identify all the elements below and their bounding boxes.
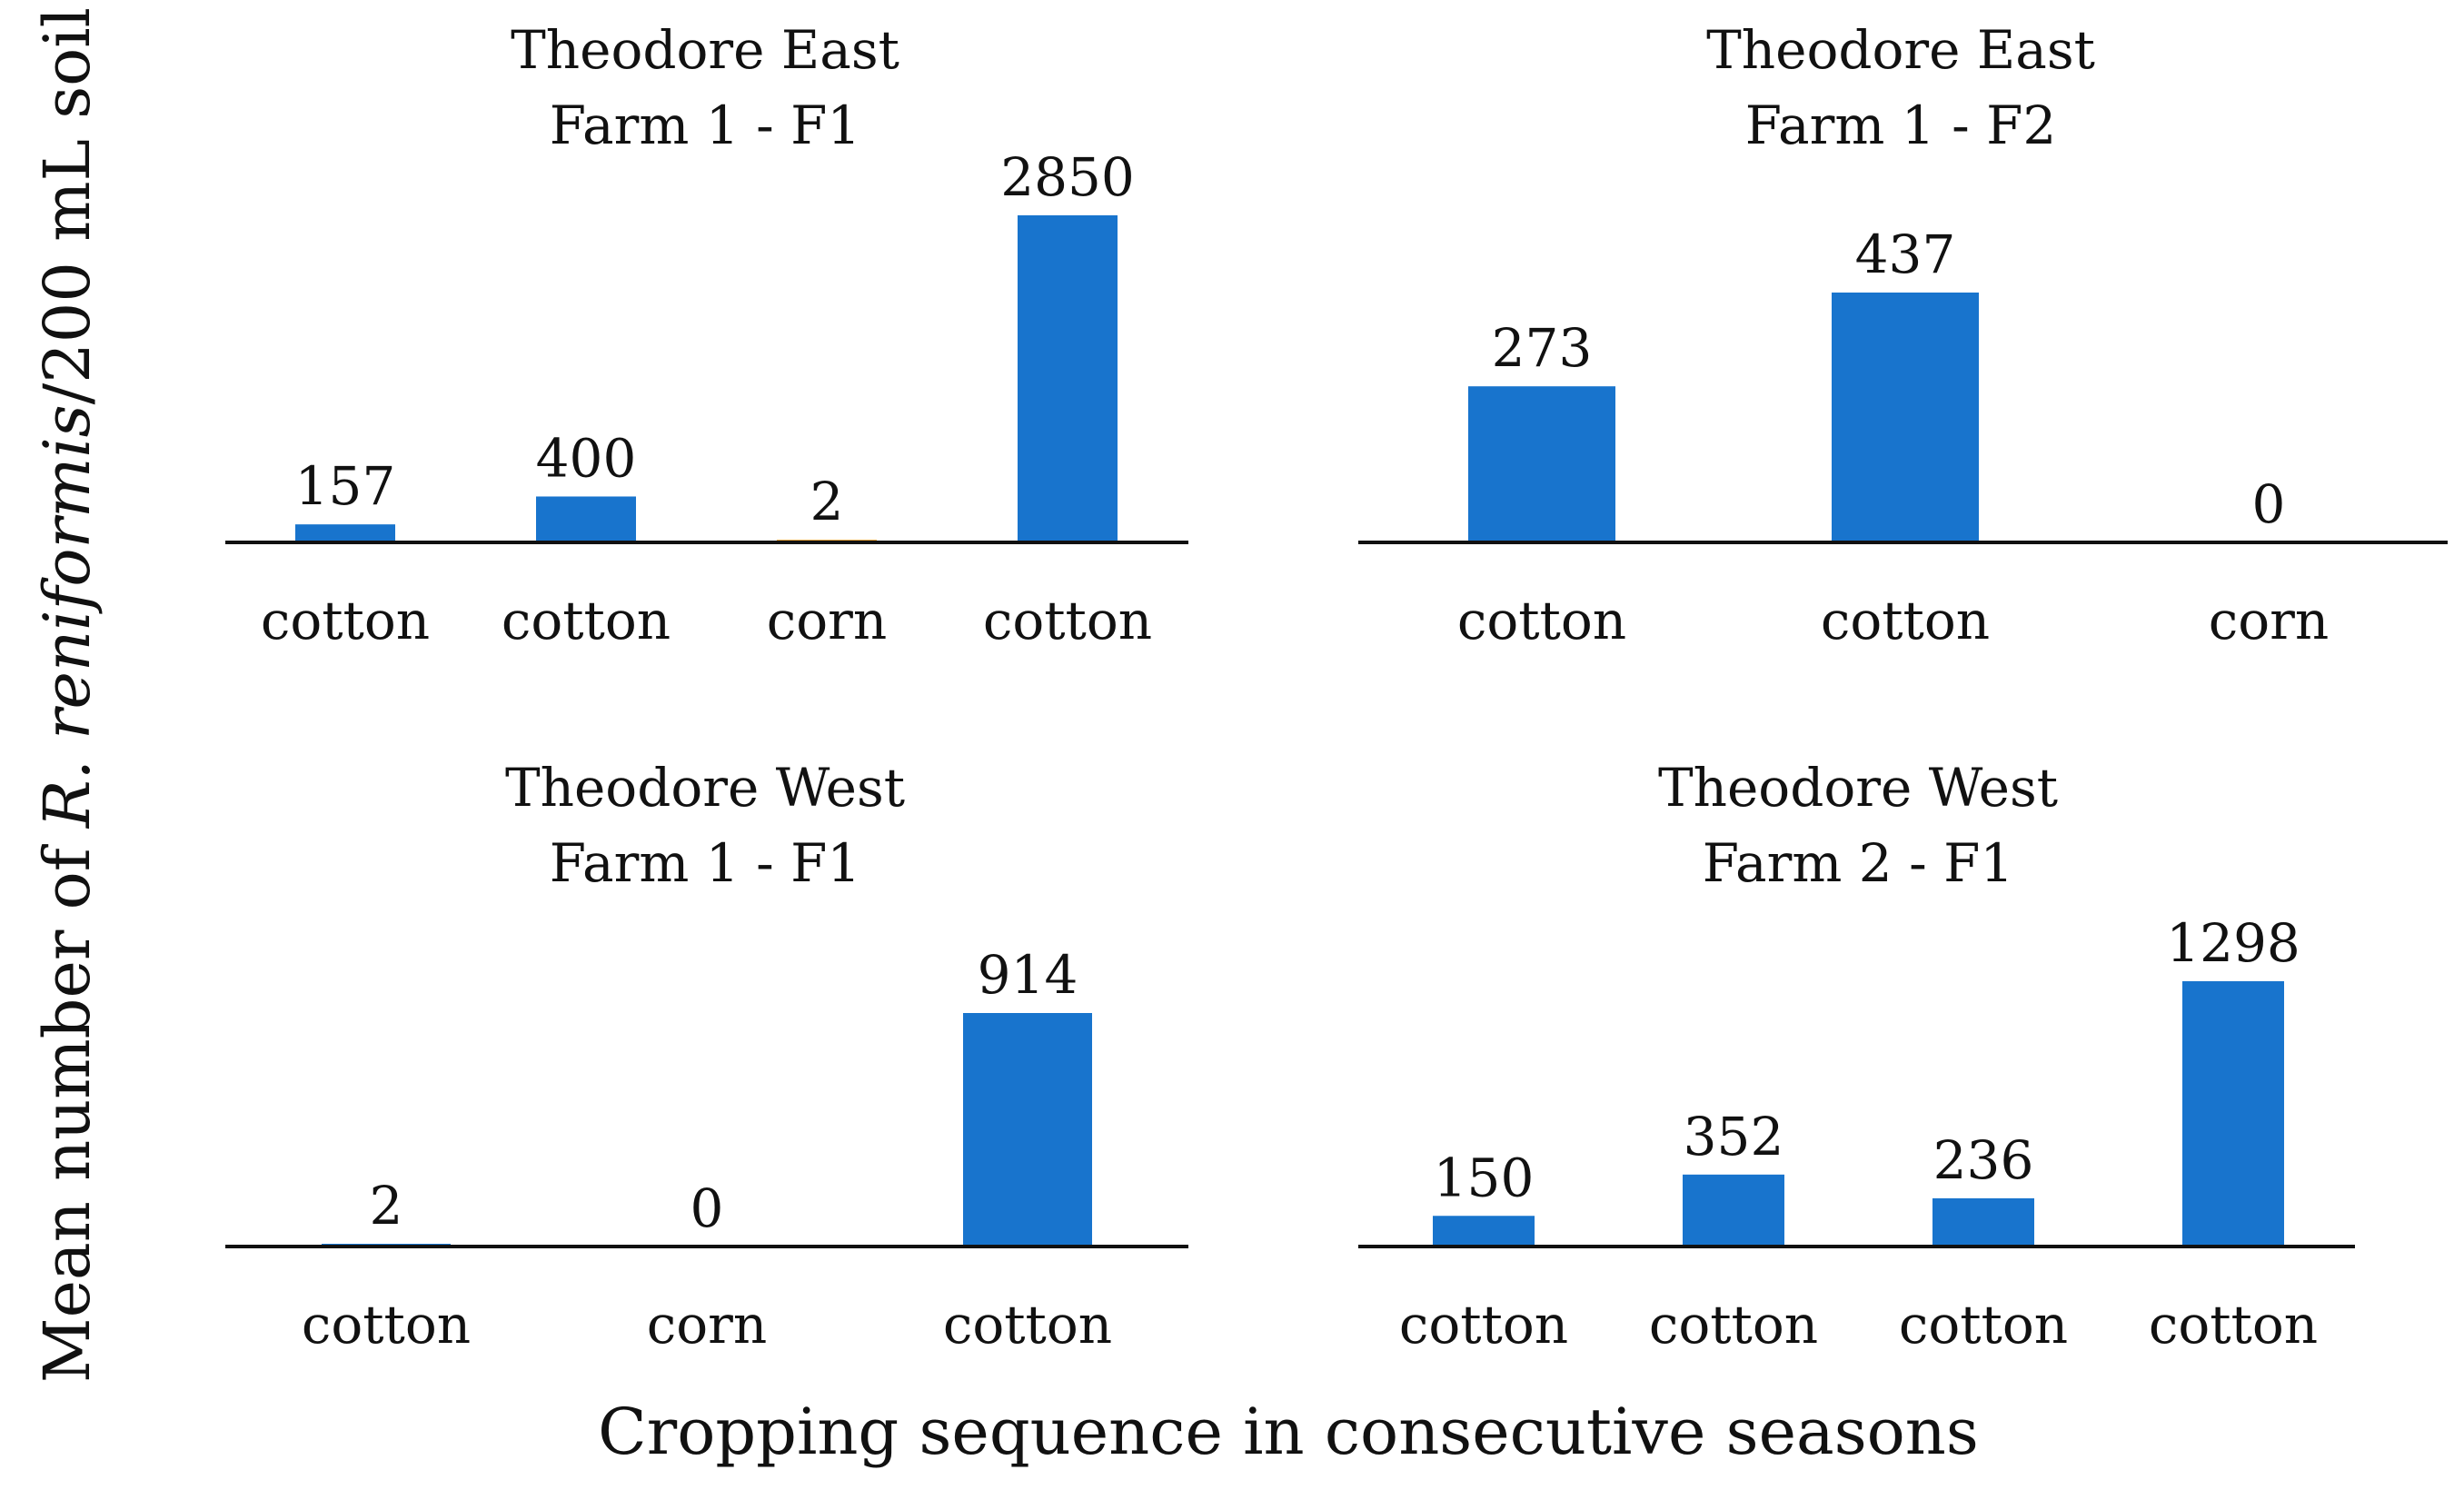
bar	[1832, 293, 1979, 542]
x-tick-label: cotton	[943, 1294, 1112, 1356]
y-axis-label: Mean number of R. reniformis/200 mL soil	[30, 7, 104, 1383]
chart-title-line2: Farm 1 - F1	[550, 832, 861, 894]
x-tick-label: cotton	[1649, 1294, 1818, 1356]
x-tick-label: cotton	[1821, 590, 1990, 651]
bar	[2182, 981, 2284, 1247]
bar	[1683, 1174, 1784, 1247]
x-tick-label: cotton	[502, 590, 671, 651]
data-label: 150	[1434, 1147, 1535, 1208]
x-tick-label: cotton	[1457, 590, 1626, 651]
data-label: 2850	[1000, 146, 1135, 208]
x-tick-label: corn	[647, 1294, 767, 1356]
chart-panels: Theodore East Farm 1 - F1 157 cotton 400 cott…	[225, 19, 2448, 1356]
bar	[536, 496, 636, 542]
bar	[295, 524, 395, 542]
data-label: 0	[691, 1177, 724, 1239]
x-tick-label: cotton	[261, 590, 430, 651]
chart-title-line2: Farm 1 - F2	[1745, 94, 2057, 156]
chart-title-line2: Farm 2 - F1	[1703, 832, 2014, 894]
chart-title-line1: Theodore East	[1706, 19, 2095, 81]
bar	[1932, 1197, 2034, 1247]
chart-panel: Theodore West Farm 2 - F1 150 cotton 352 cott…	[1358, 757, 2355, 1356]
x-tick-label: corn	[767, 590, 887, 651]
chart-title-line1: Theodore East	[511, 19, 899, 81]
chart-panel: Theodore East Farm 1 - F2 273 cotton 437 cott…	[1358, 19, 2448, 651]
bar	[1018, 215, 1118, 542]
data-label: 914	[978, 944, 1078, 1006]
x-tick-label: cotton	[302, 1294, 471, 1356]
x-axis-label: Cropping sequence in consecutive seasons	[598, 1395, 1979, 1469]
y-axis-label-suffix: /200 mL soil	[30, 7, 104, 404]
y-axis-label-species: R. reniformis	[30, 404, 104, 829]
x-tick-label: cotton	[1899, 1294, 2068, 1356]
data-label: 2	[370, 1175, 403, 1237]
chart-title-line1: Theodore West	[505, 757, 905, 819]
chart-title-line2: Farm 1 - F1	[550, 94, 861, 156]
data-label: 157	[295, 455, 396, 517]
data-label: 400	[536, 427, 637, 489]
data-label: 2	[810, 471, 844, 532]
bar	[1468, 386, 1615, 542]
x-tick-label: cotton	[983, 590, 1152, 651]
bar	[1433, 1216, 1535, 1247]
x-tick-label: cotton	[2149, 1294, 2318, 1356]
x-tick-label: corn	[2209, 590, 2329, 651]
data-label: 273	[1492, 317, 1593, 379]
data-label: 236	[1933, 1129, 2034, 1191]
x-tick-label: cotton	[1399, 1294, 1568, 1356]
chart-title-line1: Theodore West	[1658, 757, 2058, 819]
chart-panel: Theodore East Farm 1 - F1 157 cotton 400 cott…	[225, 19, 1188, 651]
y-axis-label-prefix: Mean number of	[30, 828, 104, 1383]
data-label: 437	[1855, 224, 1956, 285]
data-label: 352	[1684, 1106, 1784, 1167]
bar	[963, 1013, 1092, 1247]
chart-panel: Theodore West Farm 1 - F1 2 cotton 0 corn 914 c…	[225, 757, 1188, 1356]
data-label: 1298	[2166, 912, 2300, 974]
data-label: 0	[2252, 473, 2286, 535]
